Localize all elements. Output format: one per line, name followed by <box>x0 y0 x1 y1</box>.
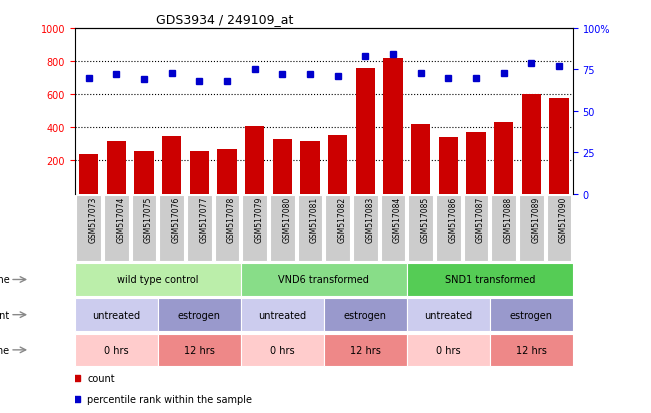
FancyBboxPatch shape <box>298 195 322 261</box>
FancyBboxPatch shape <box>215 195 240 261</box>
Text: estrogen: estrogen <box>344 310 387 320</box>
FancyBboxPatch shape <box>242 195 267 261</box>
Bar <box>328 135 348 194</box>
FancyBboxPatch shape <box>75 299 158 331</box>
Text: GSM517073: GSM517073 <box>89 196 98 242</box>
Bar <box>549 99 569 194</box>
FancyBboxPatch shape <box>353 195 378 261</box>
Bar <box>107 141 126 194</box>
FancyBboxPatch shape <box>158 334 241 366</box>
Text: GSM517078: GSM517078 <box>227 196 236 242</box>
FancyBboxPatch shape <box>76 195 101 261</box>
FancyBboxPatch shape <box>436 195 461 261</box>
Bar <box>383 59 403 194</box>
Text: untreated: untreated <box>258 310 307 320</box>
Bar <box>79 154 98 194</box>
FancyBboxPatch shape <box>132 195 156 261</box>
FancyBboxPatch shape <box>381 195 406 261</box>
FancyBboxPatch shape <box>75 263 241 296</box>
Text: GSM517081: GSM517081 <box>310 196 319 242</box>
Text: 0 hrs: 0 hrs <box>436 345 461 355</box>
Text: GSM517074: GSM517074 <box>117 196 126 242</box>
Bar <box>494 123 514 194</box>
Text: GSM517087: GSM517087 <box>476 196 485 242</box>
Bar <box>411 125 430 194</box>
Text: wild type control: wild type control <box>117 275 199 285</box>
Text: 12 hrs: 12 hrs <box>516 345 547 355</box>
Bar <box>134 152 154 194</box>
Bar <box>217 150 237 194</box>
FancyBboxPatch shape <box>492 195 516 261</box>
Text: GSM517075: GSM517075 <box>144 196 153 242</box>
Text: GSM517082: GSM517082 <box>338 196 347 242</box>
Bar <box>355 69 375 194</box>
FancyBboxPatch shape <box>324 299 407 331</box>
Bar <box>466 133 486 194</box>
Text: untreated: untreated <box>92 310 141 320</box>
Text: GSM517088: GSM517088 <box>504 196 513 242</box>
Text: count: count <box>87 373 115 383</box>
FancyBboxPatch shape <box>241 263 407 296</box>
FancyBboxPatch shape <box>490 334 573 366</box>
FancyBboxPatch shape <box>241 299 324 331</box>
FancyBboxPatch shape <box>464 195 488 261</box>
Text: 0 hrs: 0 hrs <box>270 345 295 355</box>
FancyBboxPatch shape <box>407 334 490 366</box>
Title: GDS3934 / 249109_at: GDS3934 / 249109_at <box>156 13 293 26</box>
FancyBboxPatch shape <box>407 299 490 331</box>
FancyBboxPatch shape <box>241 334 324 366</box>
Text: cell line: cell line <box>0 275 10 285</box>
FancyBboxPatch shape <box>547 195 572 261</box>
Text: 12 hrs: 12 hrs <box>184 345 215 355</box>
FancyBboxPatch shape <box>519 195 544 261</box>
Text: estrogen: estrogen <box>178 310 221 320</box>
FancyBboxPatch shape <box>104 195 129 261</box>
Bar <box>189 152 209 194</box>
Text: GSM517080: GSM517080 <box>283 196 292 242</box>
Bar <box>273 140 292 194</box>
Text: GSM517076: GSM517076 <box>172 196 181 242</box>
FancyBboxPatch shape <box>159 195 184 261</box>
FancyBboxPatch shape <box>158 299 241 331</box>
FancyBboxPatch shape <box>490 299 573 331</box>
Text: GSM517083: GSM517083 <box>365 196 374 242</box>
FancyBboxPatch shape <box>408 195 433 261</box>
Bar <box>162 136 182 194</box>
Bar <box>245 126 264 194</box>
Text: GSM517090: GSM517090 <box>559 196 568 242</box>
Text: GSM517089: GSM517089 <box>531 196 540 242</box>
Bar <box>521 95 541 194</box>
FancyBboxPatch shape <box>270 195 295 261</box>
FancyBboxPatch shape <box>407 263 573 296</box>
Text: agent: agent <box>0 310 10 320</box>
Bar <box>439 138 458 194</box>
Text: untreated: untreated <box>424 310 473 320</box>
Text: estrogen: estrogen <box>510 310 553 320</box>
Bar <box>300 141 320 194</box>
Text: VND6 transformed: VND6 transformed <box>279 275 369 285</box>
Text: 12 hrs: 12 hrs <box>350 345 381 355</box>
FancyBboxPatch shape <box>326 195 350 261</box>
FancyBboxPatch shape <box>187 195 212 261</box>
Text: GSM517086: GSM517086 <box>449 196 458 242</box>
Text: GSM517077: GSM517077 <box>199 196 208 242</box>
Text: time: time <box>0 345 10 355</box>
FancyBboxPatch shape <box>324 334 407 366</box>
Text: GSM517085: GSM517085 <box>421 196 430 242</box>
FancyBboxPatch shape <box>75 334 158 366</box>
Text: GSM517084: GSM517084 <box>393 196 402 242</box>
Text: GSM517079: GSM517079 <box>255 196 264 242</box>
Text: 0 hrs: 0 hrs <box>104 345 129 355</box>
Text: SND1 transformed: SND1 transformed <box>445 275 535 285</box>
Text: percentile rank within the sample: percentile rank within the sample <box>87 394 253 404</box>
